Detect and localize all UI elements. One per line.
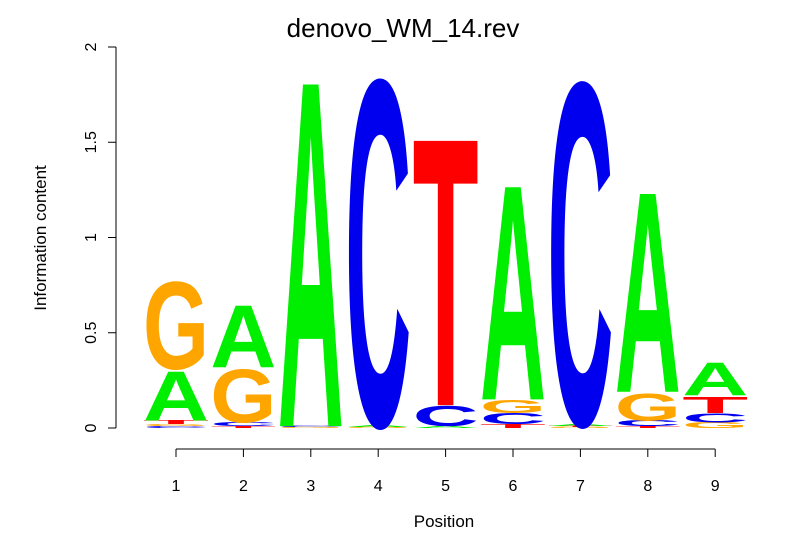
logo-letter-t: T [143, 420, 209, 426]
logo-letter-c: C [480, 410, 546, 427]
logo-letter-c: C [143, 426, 209, 429]
x-tick-label: 7 [576, 478, 585, 495]
x-tick-label: 4 [374, 478, 383, 495]
x-tick-label: 5 [441, 478, 450, 495]
logo-letter-a: A [143, 357, 209, 436]
logo-letter-c: C [547, 0, 613, 528]
logo-letter-c: C [413, 401, 479, 433]
y-tick-label: 0.5 [83, 322, 100, 344]
logo-letter-c: C [210, 421, 276, 427]
logo-letter-g: G [278, 427, 344, 428]
logo-letter-a: A [210, 287, 276, 387]
logo-letter-g: G [210, 354, 276, 439]
logo-letter-g: G [143, 255, 209, 396]
y-tick-label: 2 [83, 42, 100, 51]
logo-letter-c: C [682, 410, 748, 425]
logo-letter-t: T [210, 426, 276, 429]
logo-letter-a: A [278, 0, 344, 532]
logo-letter-a: A [682, 354, 748, 406]
logo-letter-a: A [345, 425, 411, 428]
y-tick-label: 0 [83, 423, 100, 432]
logo-letter-a: A [480, 121, 546, 465]
x-tick-label: 2 [239, 478, 248, 495]
logo-letter-g: G [547, 427, 613, 428]
logo-letter-g: G [615, 385, 681, 429]
logo-letter-a: A [615, 133, 681, 454]
logo-letter-t: T [682, 391, 748, 417]
y-axis: 0 0.5 1 1.5 2 [83, 42, 117, 432]
x-tick-label: 3 [306, 478, 315, 495]
logo-letter-g: G [682, 421, 748, 430]
x-axis-label: Position [414, 512, 474, 531]
y-tick-label: 1 [83, 233, 100, 242]
logo-letter-g: G [480, 396, 546, 417]
logo-letter-t: T [547, 426, 613, 427]
logo-letter-c: C [615, 419, 681, 428]
x-tick-label: 6 [509, 478, 518, 495]
x-tick-label: 8 [643, 478, 652, 495]
y-axis-label: Information content [31, 165, 50, 311]
logo-letter-c: C [278, 426, 344, 427]
logo-letter-t: T [615, 426, 681, 429]
logo-letter-t: T [480, 423, 546, 429]
logo-letter-g: G [345, 427, 411, 428]
logo-letter-a: A [413, 426, 479, 429]
logo-letter-c: C [345, 0, 411, 531]
chart-title: denovo_WM_14.rev [287, 13, 520, 43]
logo-letter-a: A [547, 424, 613, 427]
x-tick-label: 1 [172, 478, 181, 495]
x-axis: 1 2 3 4 5 6 7 8 9 [172, 448, 720, 495]
logo-letter-t: T [413, 58, 479, 487]
logo-letter-g: G [143, 424, 209, 427]
y-tick-label: 1.5 [83, 131, 100, 153]
x-tick-label: 9 [711, 478, 720, 495]
